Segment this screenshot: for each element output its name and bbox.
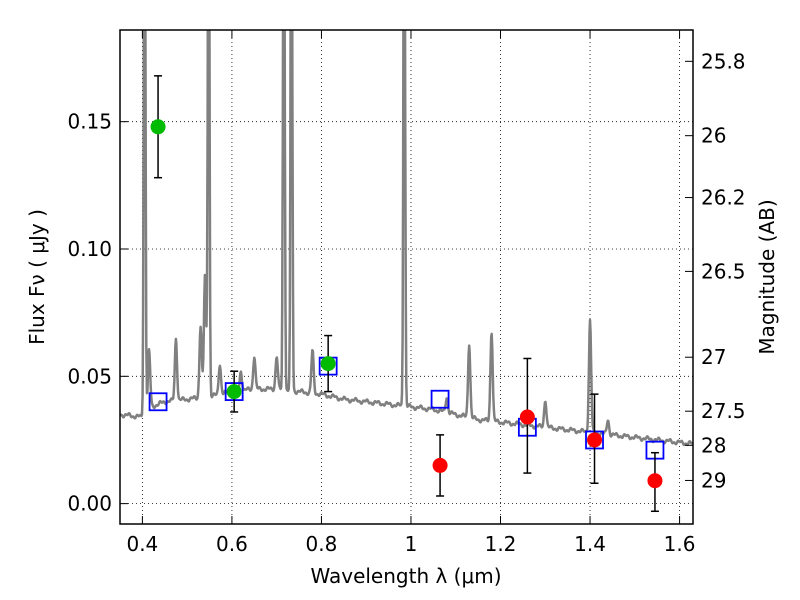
x-tick-label: 1: [405, 532, 418, 556]
model-square-point: [148, 392, 168, 412]
points-layer: [148, 75, 665, 513]
y2-tick-label: 25.8: [701, 49, 746, 73]
green-data-point: [150, 119, 166, 135]
x-tick-label: 0.4: [126, 532, 158, 556]
plot-frame: [119, 29, 694, 525]
model-square-point: [430, 389, 450, 409]
x-tick-label: 0.6: [216, 532, 248, 556]
axis-tick-labels: 0.4 0.6 0.8 1 1.2 1.4 1.6 0.00 0.05 0.10 0.15 25.8 2…: [67, 49, 745, 556]
x-tick-label: 1.2: [485, 532, 517, 556]
green-data-point: [226, 384, 242, 400]
y2-tick-label: 27: [701, 345, 726, 369]
x-axis-label: Wavelength λ (μm): [310, 564, 501, 588]
red-data-point: [587, 432, 603, 448]
x-tick-label: 0.8: [306, 532, 338, 556]
y2-tick-label: 26.5: [701, 259, 746, 283]
y-tick-label: 0.15: [67, 110, 112, 134]
red-data-point: [647, 473, 663, 489]
y2-tick-label: 26: [701, 124, 726, 148]
y-tick-label: 0.00: [67, 492, 112, 516]
y2-tick-label: 26.2: [701, 186, 746, 210]
y2-tick-label: 28: [701, 433, 726, 457]
y2-tick-label: 29: [701, 468, 726, 492]
y-axis-label: Flux Fν ( μJy ): [25, 209, 49, 345]
green-data-point: [320, 356, 336, 372]
y-tick-label: 0.10: [67, 237, 112, 261]
y-tick-label: 0.05: [67, 364, 112, 388]
spectrum-line: [120, 30, 693, 447]
red-data-point: [519, 409, 535, 425]
y2-axis-label: Magnitude (AB): [755, 199, 779, 354]
spectrum-layer: [120, 30, 693, 447]
x-tick-label: 1.4: [574, 532, 606, 556]
red-data-point: [432, 457, 448, 473]
x-tick-label: 1.6: [664, 532, 696, 556]
axis-ticks: [120, 30, 693, 524]
y2-tick-label: 27.5: [701, 399, 746, 423]
